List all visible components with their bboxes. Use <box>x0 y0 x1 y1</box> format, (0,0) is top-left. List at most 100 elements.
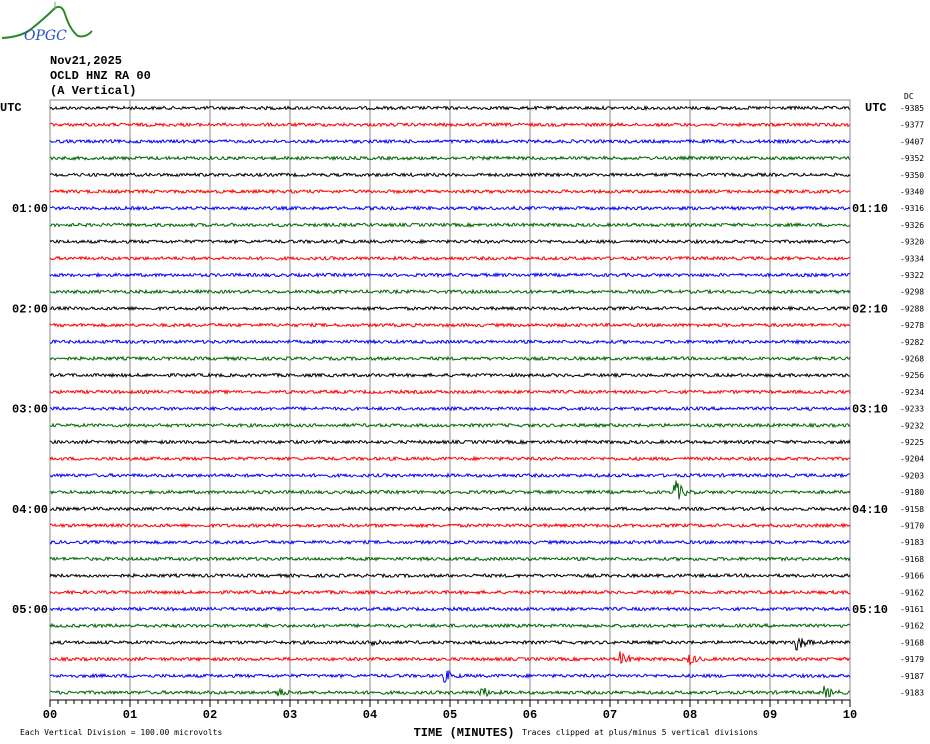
seismic-trace <box>49 589 851 596</box>
dc-offset-label: -9407 <box>900 137 924 146</box>
seismic-trace <box>49 605 851 613</box>
dc-offset-label: -9282 <box>900 338 924 347</box>
dc-offset-label: -9234 <box>900 388 924 397</box>
dc-offset-label: -9322 <box>900 271 924 280</box>
seismic-trace <box>49 522 851 529</box>
footer-clip-note: Traces clipped at plus/minus 5 vertical … <box>522 728 758 737</box>
seismic-trace <box>49 480 851 500</box>
x-tick-label: 10 <box>843 708 857 722</box>
dc-offset-label: -9183 <box>900 538 924 547</box>
seismic-trace <box>49 438 851 446</box>
seismic-trace <box>49 572 851 579</box>
dc-offset-label: -9225 <box>900 438 924 447</box>
seismic-trace <box>49 651 851 666</box>
seismic-trace <box>49 288 851 295</box>
dc-offset-label: -9268 <box>900 355 924 364</box>
x-tick-label: 03 <box>283 708 297 722</box>
x-tick-label: 07 <box>603 708 617 722</box>
seismic-trace <box>49 138 851 145</box>
seismic-trace <box>49 355 851 362</box>
dc-offset-label: -9162 <box>900 588 924 597</box>
right-time-label: 01:10 <box>852 202 888 216</box>
seismic-trace <box>49 669 851 683</box>
dc-offset-label: -9170 <box>900 522 924 531</box>
seismic-trace <box>49 221 851 228</box>
station-label: OCLD HNZ RA 00 <box>50 69 151 83</box>
seismic-trace <box>49 255 851 262</box>
dc-offset-label: -9168 <box>900 638 924 647</box>
seismic-trace <box>49 205 851 212</box>
seismic-trace <box>49 388 851 396</box>
dc-offset-label: -9179 <box>900 655 924 664</box>
x-tick-label: 00 <box>43 708 57 722</box>
seismic-trace <box>49 338 851 345</box>
seismic-trace <box>49 104 851 112</box>
x-tick-label: 02 <box>203 708 217 722</box>
x-tick-label: 08 <box>683 708 697 722</box>
seismic-trace <box>49 271 851 278</box>
dc-offset-label: -9158 <box>900 505 924 514</box>
seismic-trace <box>49 238 851 245</box>
seismic-trace <box>49 622 851 629</box>
x-axis-title: TIME (MINUTES) <box>414 726 515 740</box>
seismic-trace <box>49 539 851 546</box>
dc-offset-label: -9233 <box>900 405 924 414</box>
opgc-logo: OPGC <box>1 2 93 44</box>
seismic-trace <box>49 422 851 429</box>
dc-offset-label: -9316 <box>900 204 924 213</box>
dc-offset-label: -9203 <box>900 471 924 480</box>
dc-offset-label: -9204 <box>900 455 924 464</box>
dc-offset-label: -9168 <box>900 555 924 564</box>
dc-offset-label: -9166 <box>900 572 924 581</box>
dc-offset-label: -9187 <box>900 672 924 681</box>
right-time-label: 04:10 <box>852 503 888 517</box>
component-label: (A Vertical) <box>50 84 137 98</box>
dc-offset-label: -9288 <box>900 304 924 313</box>
dc-offset-label: -9278 <box>900 321 924 330</box>
right-time-label: 02:10 <box>852 302 888 316</box>
right-time-label: 05:10 <box>852 603 888 617</box>
right-utc-title: UTC <box>865 101 887 115</box>
right-time-label: 03:10 <box>852 403 888 417</box>
seismic-trace <box>49 556 851 562</box>
seismic-trace <box>49 322 851 328</box>
dc-offset-label: -9320 <box>900 238 924 247</box>
seismic-trace <box>49 505 851 512</box>
seismic-trace <box>49 405 851 412</box>
seismic-trace <box>49 372 851 379</box>
seismic-trace <box>50 155 851 162</box>
dc-label: DC <box>904 92 914 101</box>
left-time-label: 04:00 <box>12 503 48 517</box>
left-time-label: 03:00 <box>12 403 48 417</box>
seismic-trace <box>49 685 850 698</box>
seismic-trace <box>49 121 851 128</box>
footer-scale-note: Each Vertical Division = 100.00 microvol… <box>20 728 222 737</box>
seismic-trace <box>49 637 851 651</box>
svg-text:OPGC: OPGC <box>24 28 67 44</box>
left-time-label: 01:00 <box>12 202 48 216</box>
dc-offset-label: -9183 <box>900 689 924 698</box>
dc-offset-label: -9352 <box>900 154 924 163</box>
x-tick-label: 09 <box>763 708 777 722</box>
seismic-trace <box>49 188 851 195</box>
x-tick-label: 04 <box>363 708 377 722</box>
dc-offset-label: -9340 <box>900 188 924 197</box>
left-time-label: 05:00 <box>12 603 48 617</box>
dc-offset-label: -9180 <box>900 488 924 497</box>
dc-offset-label: -9161 <box>900 605 924 614</box>
dc-offset-label: -9350 <box>900 171 924 180</box>
dc-offset-label: -9162 <box>900 622 924 631</box>
dc-offset-label: -9334 <box>900 254 924 263</box>
dc-offset-label: -9298 <box>900 288 924 297</box>
date-label: Nov21,2025 <box>50 54 123 68</box>
left-utc-title: UTC <box>0 101 22 115</box>
dc-offset-label: -9256 <box>900 371 924 380</box>
dc-offset-label: -9385 <box>900 104 924 113</box>
seismic-trace <box>49 171 851 178</box>
dc-offset-label: -9377 <box>900 121 924 130</box>
seismic-trace <box>49 305 851 312</box>
x-tick-label: 01 <box>123 708 137 722</box>
left-time-label: 02:00 <box>12 302 48 316</box>
x-tick-label: 05 <box>443 708 457 722</box>
